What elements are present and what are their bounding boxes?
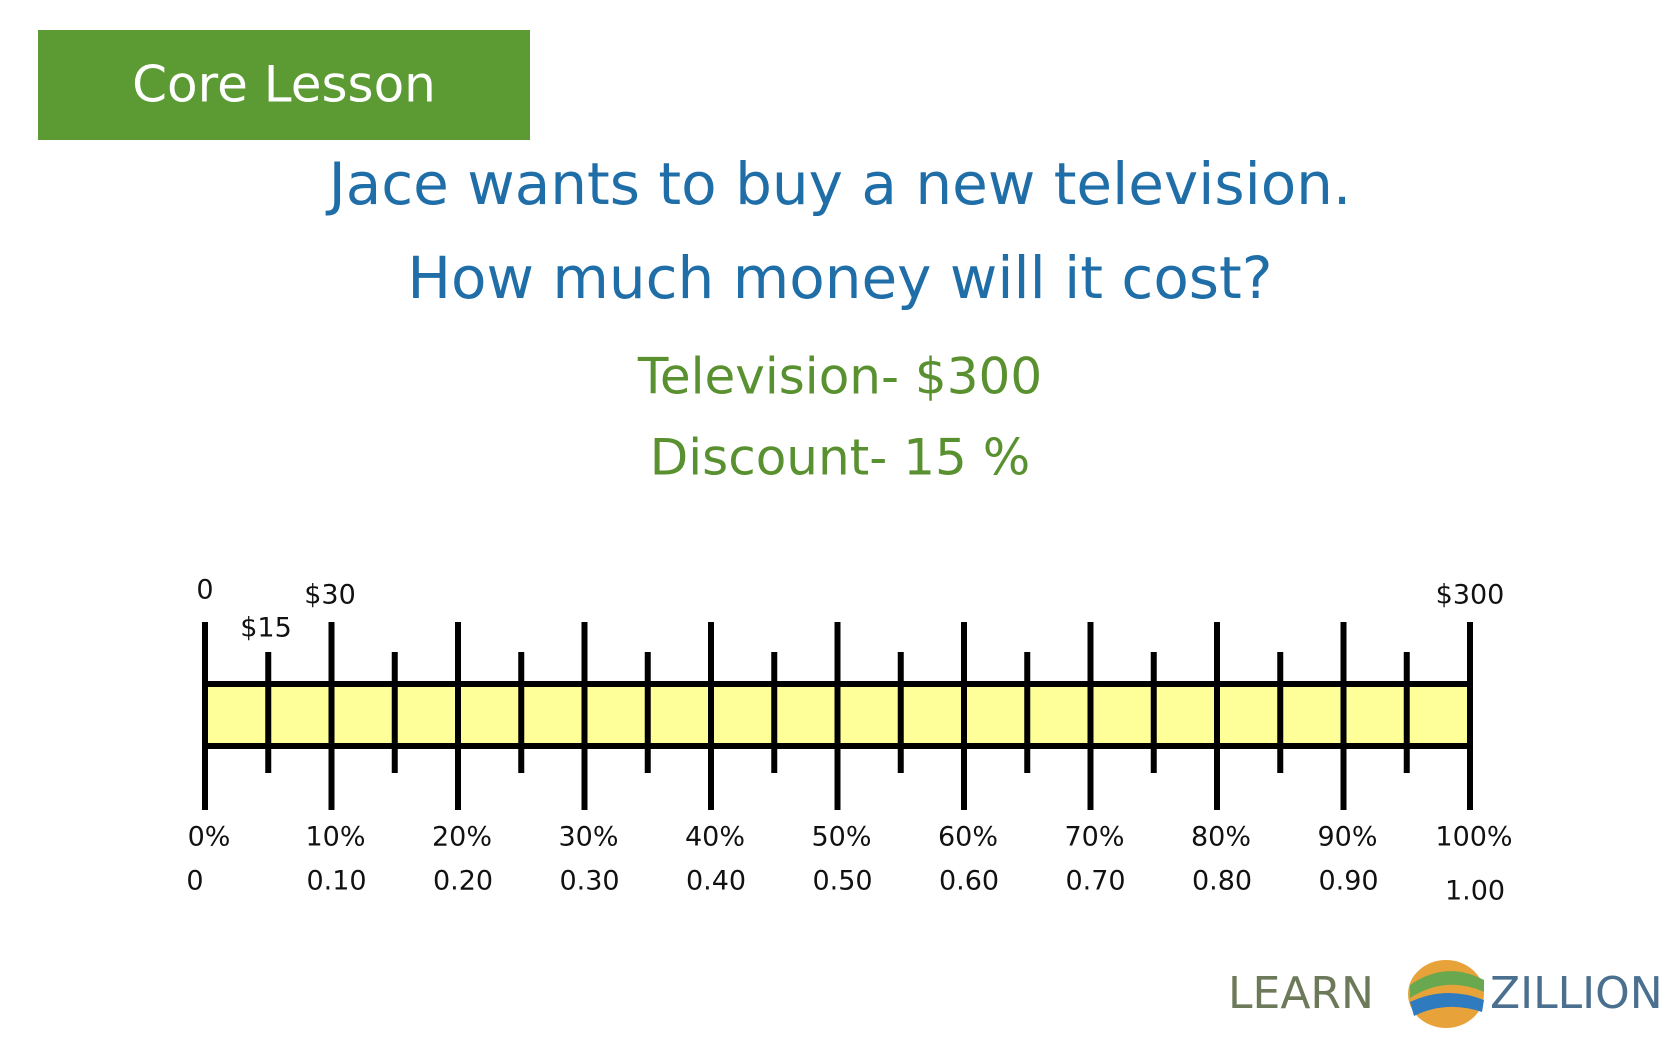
fact: Television- $300	[637, 348, 1042, 406]
decimal-label: 0.80	[1192, 866, 1252, 897]
percent-label: 80%	[1191, 822, 1251, 853]
decimal-label: 0.30	[559, 866, 619, 897]
percent-label: 30%	[558, 822, 618, 853]
percent-label: 60%	[938, 822, 998, 853]
question-line: How much money will it cost?	[407, 244, 1272, 312]
decimal-label: 1.00	[1445, 876, 1505, 907]
percent-label: 0%	[188, 822, 231, 853]
fact: Discount- 15 %	[650, 429, 1030, 487]
logo: LEARN ZILLION	[1228, 960, 1663, 1028]
top-label: 0	[196, 575, 213, 606]
top-label: $30	[304, 580, 356, 611]
decimal-label: 0.90	[1318, 866, 1378, 897]
question-line: Jace wants to buy a new television.	[326, 150, 1352, 218]
percent-label: 50%	[811, 822, 871, 853]
badge	[38, 30, 530, 140]
percent-label: 20%	[432, 822, 492, 853]
logo-right: ZILLION	[1490, 968, 1663, 1019]
percent-label: 40%	[685, 822, 745, 853]
percent-label: 100%	[1435, 822, 1512, 853]
number-line	[202, 622, 1473, 810]
badge-text: Core Lesson	[132, 56, 436, 114]
decimal-label: 0.50	[812, 866, 872, 897]
decimal-label: 0	[186, 866, 203, 897]
decimal-label: 0.10	[306, 866, 366, 897]
top-label: $300	[1436, 580, 1505, 611]
top-label: $15	[240, 613, 292, 644]
logo-left: LEARN	[1228, 968, 1374, 1019]
decimal-label: 0.40	[686, 866, 746, 897]
decimal-label: 0.60	[939, 866, 999, 897]
decimal-label: 0.70	[1065, 866, 1125, 897]
logo-icon	[1408, 960, 1484, 1028]
percent-label: 90%	[1317, 822, 1377, 853]
decimal-label: 0.20	[433, 866, 493, 897]
percent-label: 10%	[305, 822, 365, 853]
percent-label: 70%	[1064, 822, 1124, 853]
